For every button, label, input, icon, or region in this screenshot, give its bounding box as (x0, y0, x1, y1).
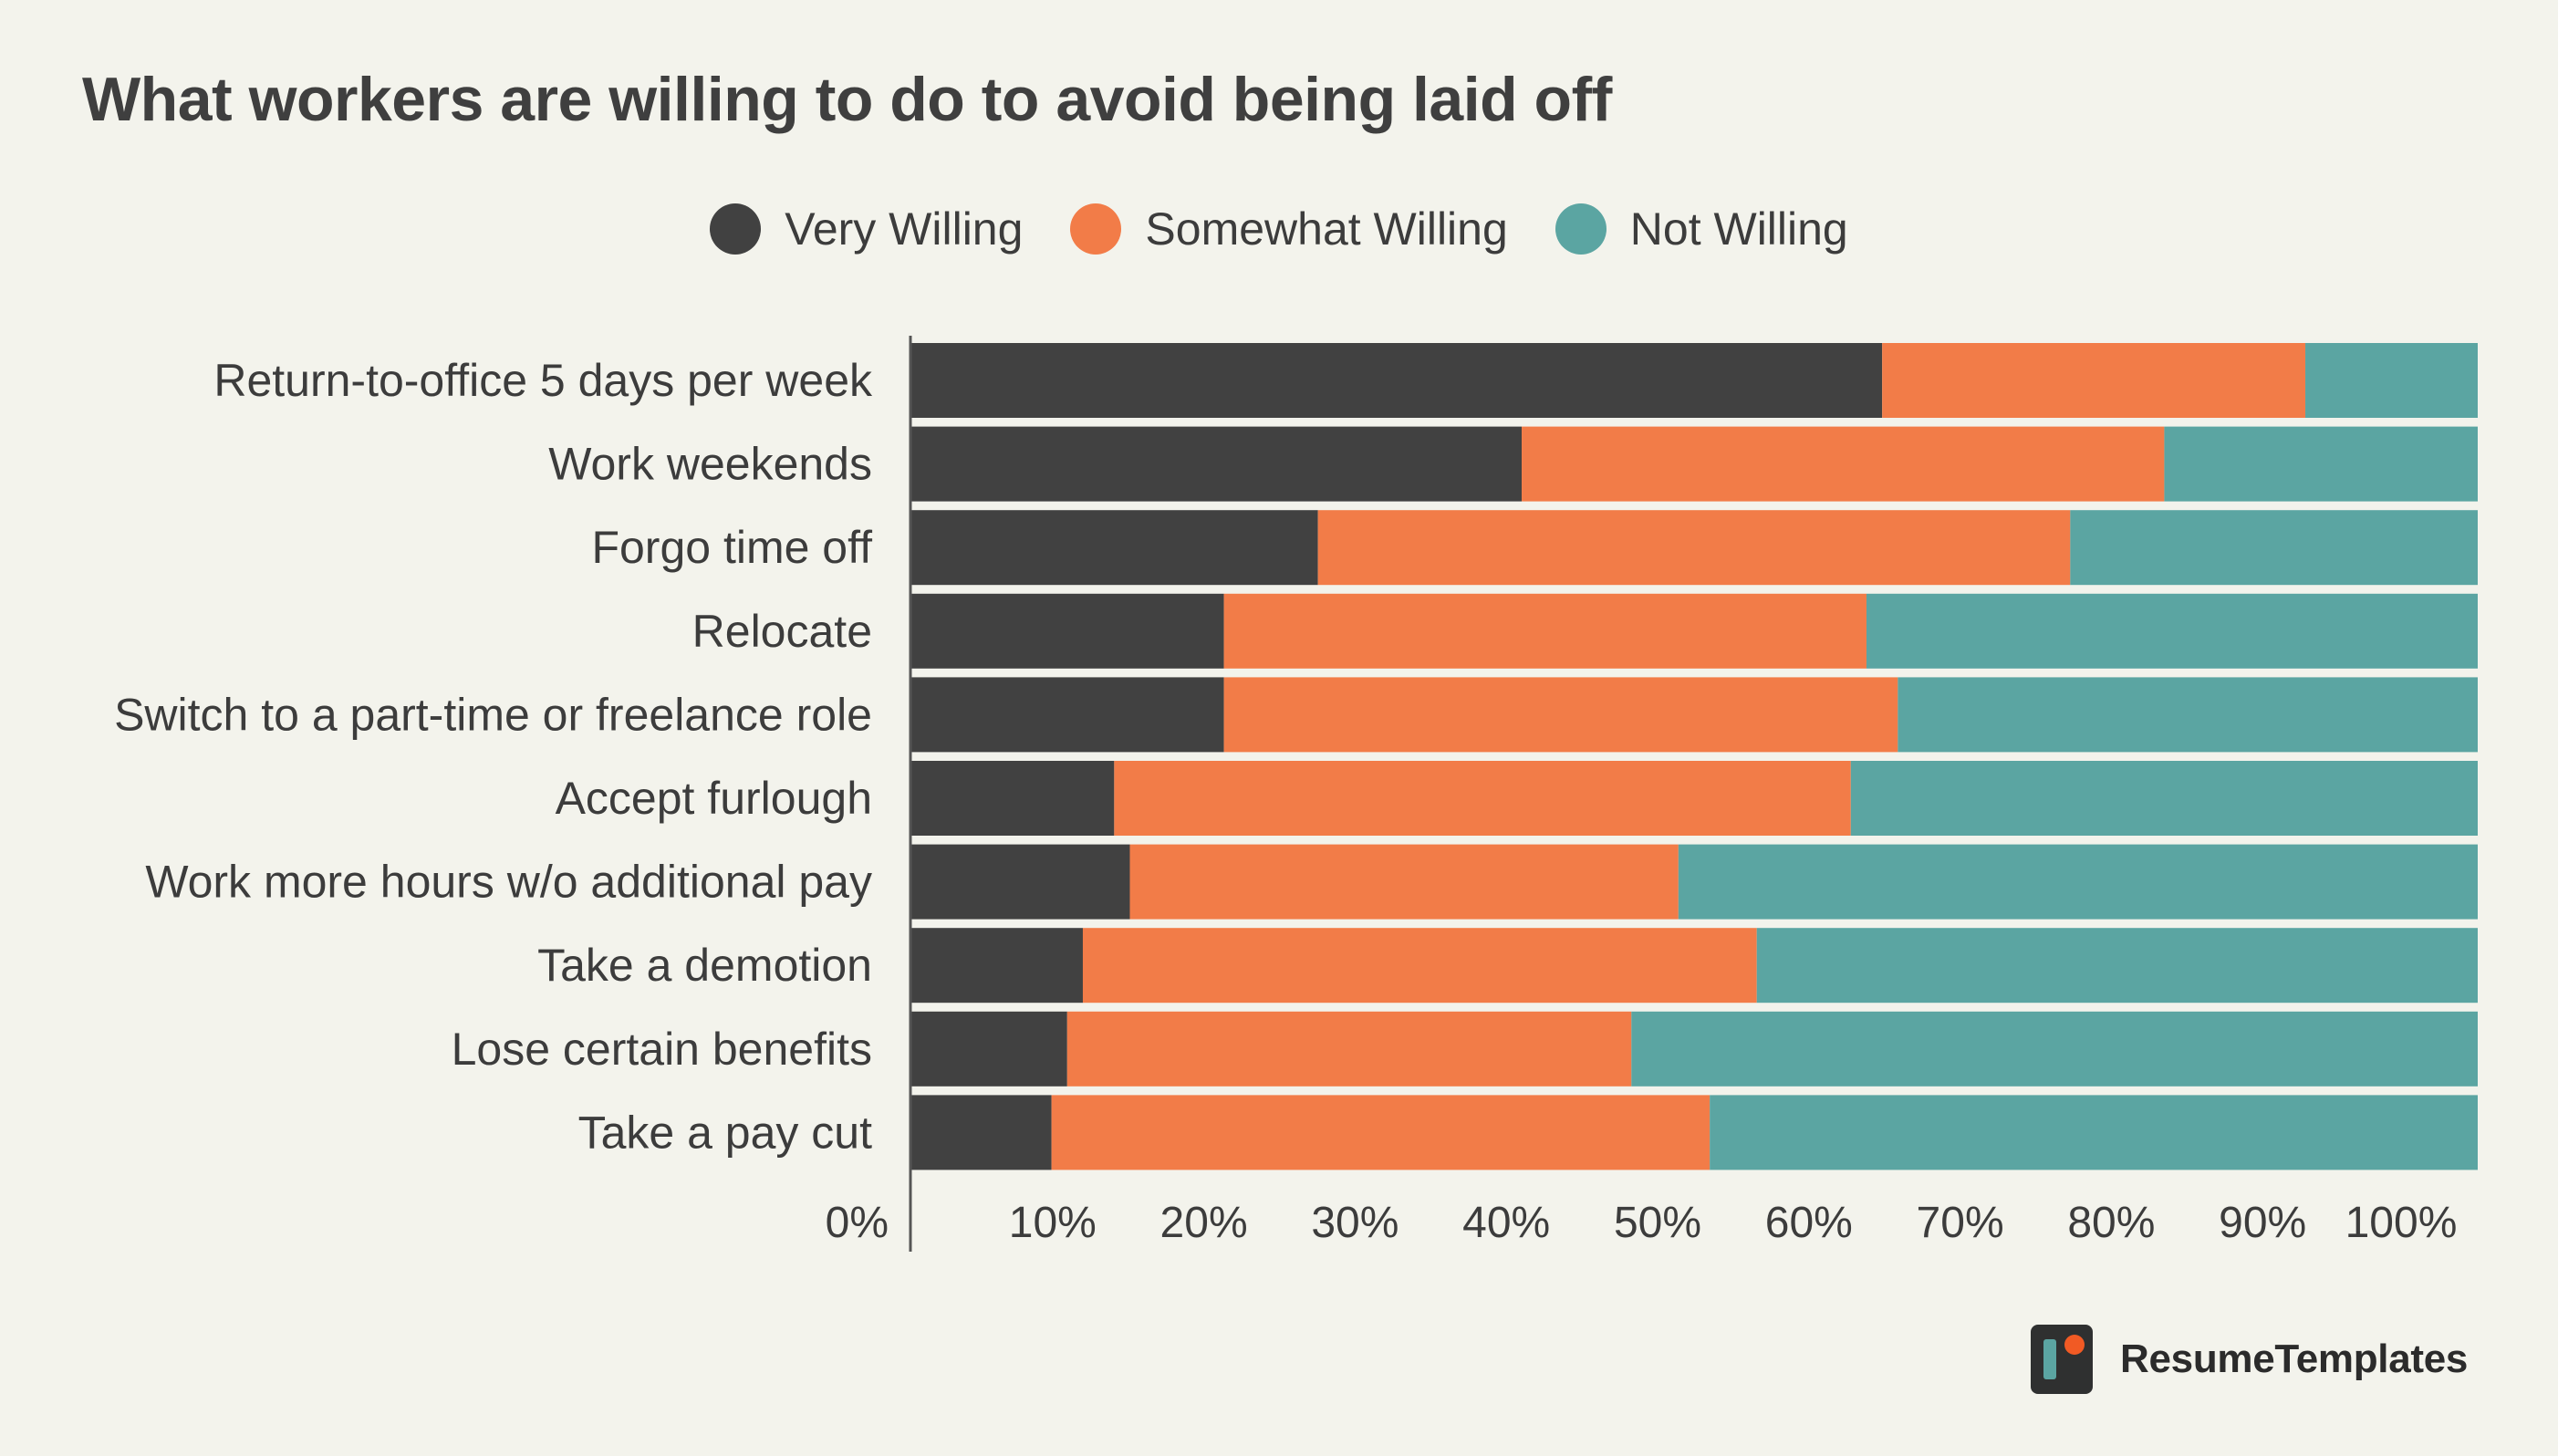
bar-segment (910, 1011, 1067, 1087)
bar-segment (1082, 928, 1757, 1004)
legend-label: Not Willing (1629, 203, 1848, 255)
brand: ResumeTemplates (2031, 1325, 2468, 1394)
legend-item: Somewhat Willing (1070, 203, 1508, 255)
category-label: Switch to a part-time or freelance role (114, 689, 872, 740)
bar-segment (1898, 677, 2478, 753)
bar-segment (910, 593, 1224, 669)
resume-templates-logo-icon (2031, 1325, 2093, 1394)
bar-segment (910, 928, 1083, 1004)
x-tick-label: 10% (1009, 1199, 1097, 1247)
category-label: Forgo time off (591, 522, 872, 573)
x-tick-label: 80% (2067, 1199, 2155, 1247)
x-tick-label: 70% (1917, 1199, 2004, 1247)
bar-segment (1051, 1095, 1711, 1170)
bar-segment (1710, 1095, 2478, 1170)
category-label: Lose certain benefits (452, 1024, 872, 1075)
legend-swatch (1070, 203, 1122, 255)
category-label: Accept furlough (556, 773, 872, 824)
category-label: Return-to-office 5 days per week (213, 355, 873, 406)
bar-segment (1882, 343, 2306, 418)
x-tick-label: 30% (1311, 1199, 1399, 1247)
bar-segment (1850, 761, 2478, 836)
bar-segment (1756, 928, 2478, 1004)
category-label: Work more hours w/o additional pay (145, 857, 872, 908)
bar-segment (1631, 1011, 2478, 1087)
x-tick-label: 50% (1614, 1199, 1701, 1247)
legend-item: Not Willing (1555, 203, 1848, 255)
bar-segment (910, 510, 1318, 586)
chart-legend: Very Willing Somewhat Willing Not Willing (0, 203, 2558, 255)
bar-segment (910, 426, 1523, 502)
category-label: Take a demotion (537, 940, 872, 991)
x-tick-label: 40% (1462, 1199, 1550, 1247)
category-label: Take a pay cut (578, 1107, 873, 1158)
bar-segment (2164, 426, 2478, 502)
bar-segment (910, 677, 1224, 753)
x-tick-label: 0% (826, 1199, 889, 1247)
category-label: Work weekends (548, 439, 872, 490)
bar-segment (910, 761, 1115, 836)
bar-segment (1317, 510, 2071, 586)
chart-title: What workers are willing to do to avoid … (82, 65, 1612, 134)
x-tick-label: 100% (2345, 1199, 2458, 1247)
x-tick-label: 90% (2219, 1199, 2306, 1247)
legend-label: Somewhat Willing (1145, 203, 1508, 255)
bar-segment (1866, 593, 2478, 669)
x-tick-label: 60% (1765, 1199, 1853, 1247)
legend-swatch (1555, 203, 1607, 255)
brand-name: ResumeTemplates (2120, 1336, 2469, 1381)
bar-segment (1114, 761, 1851, 836)
legend-item: Very Willing (710, 203, 1023, 255)
bar-segment (910, 343, 1883, 418)
bar-segment (1223, 593, 1867, 669)
bar-segment (910, 844, 1130, 920)
bar-segment (910, 1095, 1052, 1170)
bar-segment (2305, 343, 2478, 418)
bar-segment (1129, 844, 1679, 920)
x-tick-label: 20% (1160, 1199, 1248, 1247)
bar-segment (1678, 844, 2478, 920)
legend-swatch (710, 203, 762, 255)
bar-segment (1522, 426, 2165, 502)
legend-label: Very Willing (785, 203, 1024, 255)
bar-segment (1223, 677, 1898, 753)
category-label: Relocate (692, 606, 872, 657)
bar-segment (2070, 510, 2478, 586)
bar-segment (1066, 1011, 1632, 1087)
